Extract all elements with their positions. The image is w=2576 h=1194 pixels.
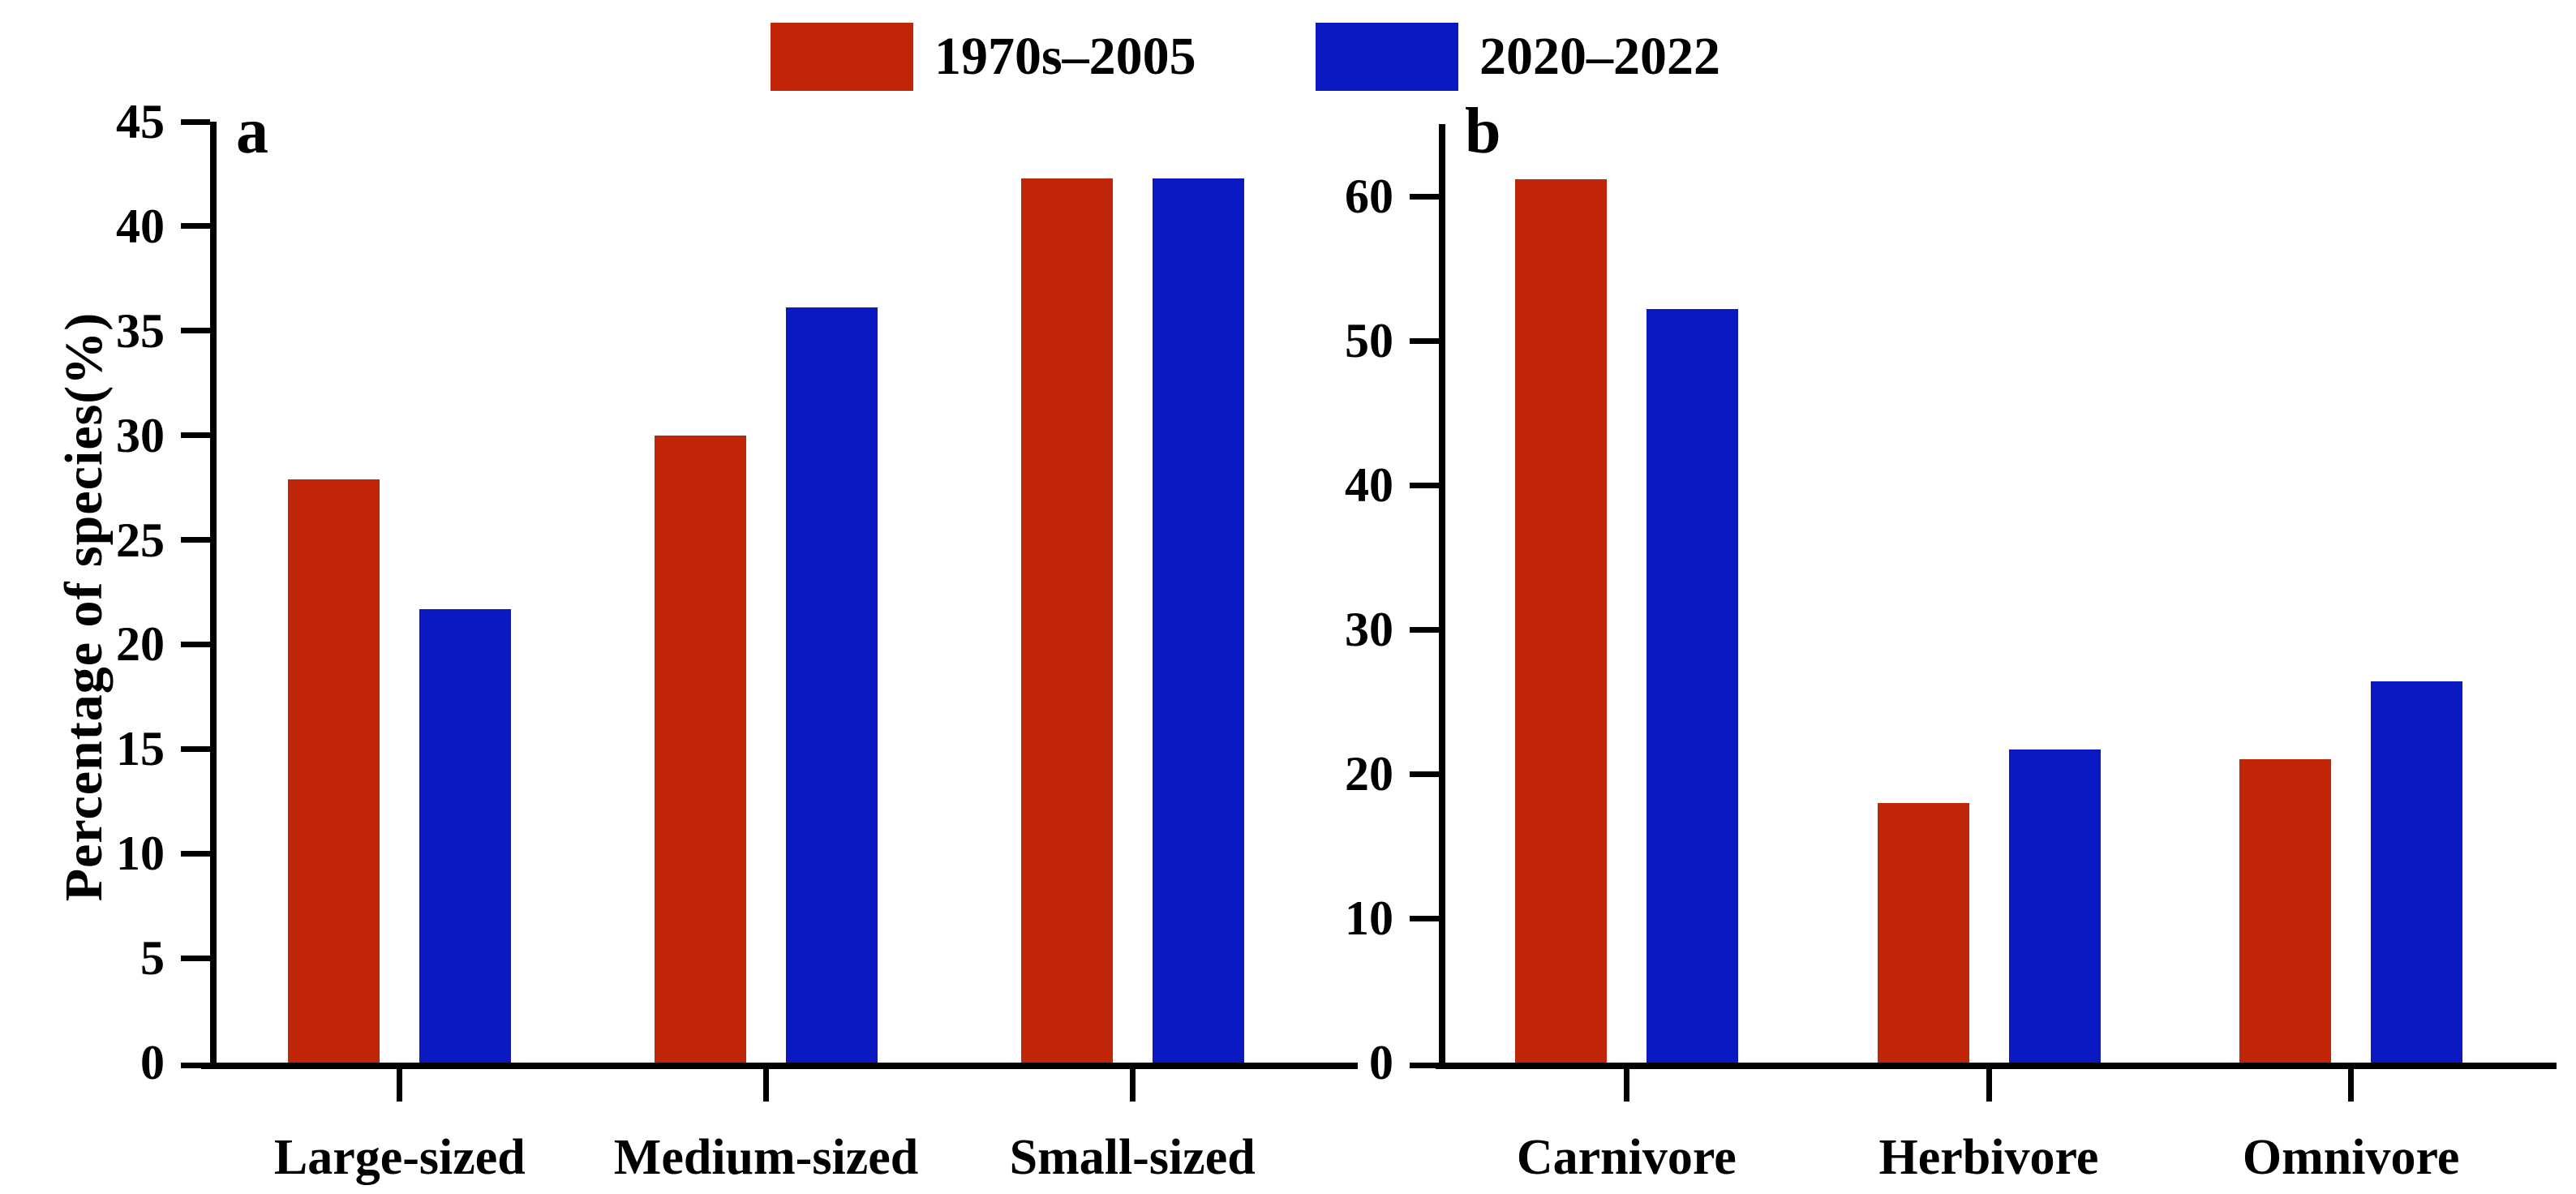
panel-label-b: b (1465, 96, 1501, 167)
legend-label-2020-2022: 2020–2022 (1479, 27, 1720, 86)
y-tick-label-b-60: 60 (1345, 170, 1393, 223)
y-axis-label: Percentage of species(%) (54, 311, 114, 902)
y-tick-label-a-10: 10 (116, 827, 165, 881)
bar-b-omnivore-period1 (2239, 759, 2332, 1063)
y-tick-b-60 (1410, 193, 1439, 200)
y-tick-b-10 (1410, 915, 1439, 921)
x-tick-a-0 (397, 1069, 403, 1102)
category-label-large-sized: Large-sized (273, 1130, 526, 1185)
legend-swatch-1970s-2005 (771, 23, 913, 91)
y-tick-a-0 (181, 1063, 210, 1068)
y-tick-b-30 (1410, 626, 1439, 633)
bar-b-carnivore-period2 (1646, 308, 1738, 1063)
panel-label-a: a (236, 96, 268, 167)
bar-b-omnivore-period2 (2371, 681, 2463, 1063)
y-tick-a-20 (181, 641, 210, 647)
bar-a-medium-sized-period2 (786, 307, 878, 1063)
y-tick-a-15 (181, 745, 210, 752)
y-tick-a-10 (181, 850, 210, 857)
legend-swatch-2020-2022 (1316, 23, 1458, 91)
y-tick-label-a-5: 5 (140, 931, 165, 986)
y-tick-a-45 (181, 118, 210, 125)
bar-a-large-sized-period1 (288, 479, 380, 1063)
y-tick-a-40 (181, 223, 210, 230)
y-tick-label-a-0: 0 (140, 1036, 165, 1089)
y-tick-label-a-40: 40 (116, 199, 165, 253)
y-tick-b-50 (1410, 337, 1439, 344)
y-tick-b-40 (1410, 482, 1439, 488)
y-tick-label-b-50: 50 (1345, 314, 1393, 367)
category-label-herbivore: Herbivore (1878, 1130, 2099, 1185)
y-tick-label-a-30: 30 (116, 408, 165, 462)
category-label-omnivore: Omnivore (2242, 1130, 2460, 1185)
category-label-small-sized: Small-sized (1009, 1130, 1256, 1185)
y-tick-label-b-0: 0 (1369, 1036, 1393, 1089)
y-tick-a-25 (181, 537, 210, 543)
x-axis-spine-b (1436, 1063, 2557, 1069)
y-tick-label-b-10: 10 (1345, 891, 1393, 945)
bar-b-herbivore-period1 (1877, 802, 1969, 1063)
bar-a-medium-sized-period1 (655, 435, 746, 1063)
y-axis-spine-a (210, 122, 217, 1069)
bar-a-small-sized-period2 (1152, 178, 1244, 1063)
x-tick-a-1 (763, 1069, 769, 1102)
bar-a-large-sized-period2 (419, 608, 512, 1063)
bar-b-carnivore-period1 (1514, 178, 1607, 1063)
x-tick-b-0 (1623, 1069, 1629, 1102)
y-tick-a-5 (181, 955, 210, 961)
y-tick-label-a-45: 45 (116, 95, 165, 148)
y-tick-label-a-25: 25 (116, 513, 165, 567)
y-tick-label-a-20: 20 (116, 617, 165, 672)
x-axis-spine-a (201, 1063, 1358, 1069)
y-tick-b-20 (1410, 771, 1439, 777)
legend-label-1970s-2005: 1970s–2005 (934, 27, 1196, 86)
category-label-carnivore: Carnivore (1516, 1130, 1737, 1185)
x-tick-b-2 (2348, 1069, 2355, 1102)
y-tick-a-30 (181, 432, 210, 439)
y-tick-b-0 (1410, 1063, 1439, 1068)
category-label-medium-sized: Medium-sized (613, 1130, 919, 1185)
y-tick-label-b-30: 30 (1345, 603, 1393, 656)
y-axis-spine-b (1439, 124, 1445, 1069)
y-tick-label-b-20: 20 (1345, 747, 1393, 801)
bar-a-small-sized-period1 (1020, 178, 1113, 1063)
y-tick-label-b-40: 40 (1345, 458, 1393, 512)
y-tick-label-a-15: 15 (116, 722, 165, 776)
bar-b-herbivore-period2 (2008, 749, 2101, 1063)
x-tick-a-2 (1129, 1069, 1136, 1102)
x-tick-b-1 (1986, 1069, 1992, 1102)
y-tick-a-35 (181, 328, 210, 334)
y-tick-label-a-35: 35 (116, 303, 165, 358)
